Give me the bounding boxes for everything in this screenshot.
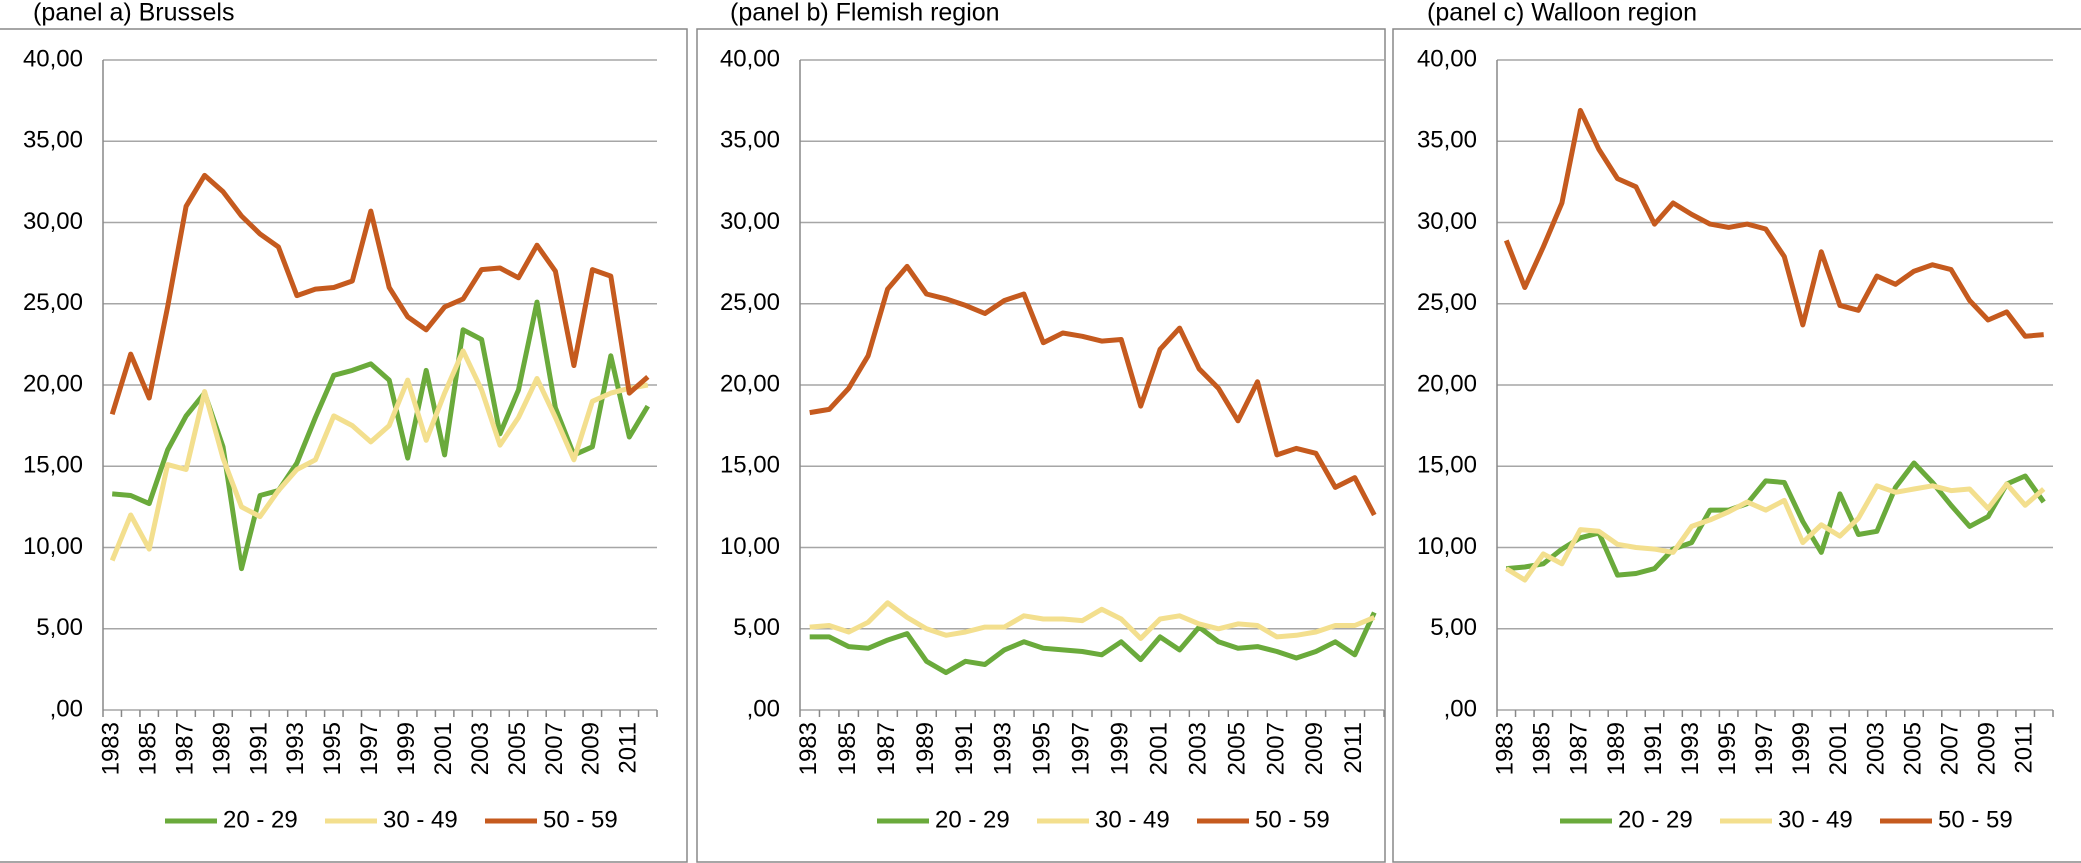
x-tick-label: 1999: [393, 722, 420, 775]
y-tick-label: 5,00: [733, 614, 780, 641]
x-tick-label: 1987: [171, 722, 198, 775]
y-tick-label: 35,00: [720, 127, 780, 154]
x-tick-label: 1993: [1677, 722, 1704, 775]
y-tick-label: 15,00: [1417, 452, 1477, 479]
x-tick-label: 1995: [319, 722, 346, 775]
legend-label: 50 - 59: [1938, 806, 2013, 833]
x-tick-label: 1999: [1788, 722, 1815, 775]
x-tick-label: 1983: [1492, 722, 1519, 775]
y-tick-label: 25,00: [23, 289, 83, 316]
legend-label: 30 - 49: [383, 806, 458, 833]
x-tick-label: 1993: [990, 722, 1017, 775]
x-tick-label: 1995: [1029, 722, 1056, 775]
series-line: [809, 263, 1377, 517]
y-tick-label: 30,00: [720, 208, 780, 235]
x-tick-label: 2011: [1340, 722, 1367, 774]
x-tick-label: 2001: [1145, 722, 1172, 775]
x-tick-label: 2005: [1899, 722, 1926, 775]
x-tick-label: 1991: [245, 722, 272, 775]
y-tick-label: 20,00: [23, 370, 83, 397]
x-tick-label: 1985: [1529, 722, 1556, 775]
legend-label: 50 - 59: [543, 806, 618, 833]
y-tick-label: 35,00: [1417, 127, 1477, 154]
panel-title: (panel b) Flemish region: [730, 0, 1000, 27]
x-tick-label: 1985: [135, 722, 162, 775]
panel-frame: [1392, 28, 2081, 863]
y-tick-label: 25,00: [720, 289, 780, 316]
y-tick-label: 40,00: [720, 45, 780, 72]
y-tick-label: 15,00: [23, 452, 83, 479]
legend-label: 20 - 29: [223, 806, 298, 833]
panel-frame: [0, 28, 688, 863]
x-tick-label: 2005: [1223, 722, 1250, 775]
y-tick-label: ,00: [747, 695, 780, 722]
y-tick-label: 5,00: [1430, 614, 1477, 641]
x-tick-label: 2003: [1184, 722, 1211, 775]
x-tick-label: 1989: [208, 722, 235, 775]
y-tick-label: 5,00: [36, 614, 83, 641]
x-tick-label: 1989: [912, 722, 939, 775]
x-tick-label: 2007: [541, 722, 568, 775]
x-tick-label: 1997: [356, 722, 383, 775]
legend-label: 30 - 49: [1778, 806, 1853, 833]
y-tick-label: 30,00: [1417, 208, 1477, 235]
series-line: [1506, 460, 2046, 578]
x-tick-label: 2007: [1936, 722, 1963, 775]
x-tick-label: 2011: [615, 722, 642, 774]
x-tick-label: 1983: [98, 722, 125, 775]
x-tick-label: 2001: [1825, 722, 1852, 775]
x-tick-label: 1991: [1640, 722, 1667, 775]
panel-title: (panel a) Brussels: [33, 0, 234, 27]
x-tick-label: 1987: [1566, 722, 1593, 775]
series-line: [809, 600, 1376, 641]
x-tick-label: 2003: [467, 722, 494, 775]
y-tick-label: 20,00: [1417, 370, 1477, 397]
x-tick-label: 2005: [504, 722, 531, 775]
x-tick-label: 2011: [2011, 722, 2038, 774]
x-tick-label: 1997: [1068, 722, 1095, 775]
y-tick-label: 30,00: [23, 208, 83, 235]
x-tick-label: 2009: [578, 722, 605, 775]
x-tick-label: 1987: [873, 722, 900, 775]
x-tick-label: 1989: [1603, 722, 1630, 775]
y-tick-label: ,00: [50, 695, 83, 722]
x-tick-label: 1991: [951, 722, 978, 775]
x-tick-label: 1985: [834, 722, 861, 775]
y-tick-label: 35,00: [23, 127, 83, 154]
y-tick-label: 10,00: [1417, 533, 1477, 560]
series-line: [809, 611, 1377, 676]
x-tick-label: 2009: [1301, 722, 1328, 775]
x-tick-label: 1995: [1714, 722, 1741, 775]
series-line: [109, 348, 649, 562]
y-tick-label: 25,00: [1417, 289, 1477, 316]
x-tick-label: 2001: [430, 722, 457, 775]
y-tick-label: 20,00: [720, 370, 780, 397]
x-tick-label: 2003: [1862, 722, 1889, 775]
panel-title: (panel c) Walloon region: [1427, 0, 1697, 27]
x-tick-label: 2007: [1262, 722, 1289, 775]
series-line: [109, 172, 650, 416]
x-tick-label: 1993: [282, 722, 309, 775]
y-tick-label: 40,00: [23, 45, 83, 72]
y-tick-label: 10,00: [23, 533, 83, 560]
legend-label: 20 - 29: [935, 806, 1010, 833]
series-line: [1504, 481, 2046, 583]
legend-label: 30 - 49: [1095, 806, 1170, 833]
panel-frame: [696, 28, 1386, 863]
y-tick-label: 40,00: [1417, 45, 1477, 72]
legend-label: 50 - 59: [1255, 806, 1330, 833]
y-tick-label: ,00: [1444, 695, 1477, 722]
x-tick-label: 2009: [1973, 722, 2000, 775]
y-tick-label: 10,00: [720, 533, 780, 560]
legend-label: 20 - 29: [1618, 806, 1693, 833]
x-tick-label: 1999: [1107, 722, 1134, 775]
series-line: [1503, 107, 2044, 339]
y-tick-label: 15,00: [720, 452, 780, 479]
x-tick-label: 1997: [1751, 722, 1778, 775]
x-tick-label: 1983: [795, 722, 822, 775]
